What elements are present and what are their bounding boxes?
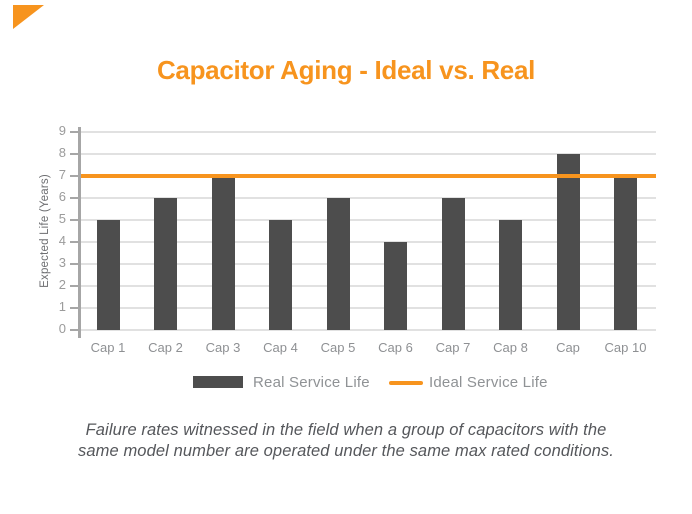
bar-cap-3 <box>211 176 235 330</box>
bar-cap-5 <box>326 198 350 330</box>
bar-cap-6 <box>384 242 407 330</box>
gridline <box>80 307 656 309</box>
bar-chart-plot-area: 0 1 2 3 4 5 6 7 8 9 Cap 1 Cap 2 Cap 3 Cap 4 Cap 5 Cap 6… <box>59 123 656 355</box>
x-category-label: Cap 6 <box>378 340 413 355</box>
bar-cap-8 <box>499 220 522 330</box>
gridline <box>80 197 656 199</box>
caption-line-1: Failure rates witnessed in the field whe… <box>85 421 607 439</box>
y-tick-label: 5 <box>58 211 66 226</box>
y-tick-mark <box>70 329 79 331</box>
y-tick-mark <box>70 175 79 177</box>
x-category-label: Cap <box>556 340 580 355</box>
y-tick-label: 3 <box>58 255 66 270</box>
y-tick-mark <box>70 153 79 155</box>
bar-cap-1 <box>96 220 120 330</box>
y-tick-mark <box>70 263 79 265</box>
y-tick-mark <box>70 307 79 309</box>
caption: Failure rates witnessed in the field whe… <box>0 420 692 462</box>
x-category-label: Cap 2 <box>148 340 183 355</box>
bar-cap-2 <box>154 198 177 330</box>
y-tick-mark <box>70 241 79 243</box>
x-category-label: Cap 7 <box>435 340 471 355</box>
ideal-series-swatch <box>389 381 423 385</box>
y-tick-label: 0 <box>58 321 66 336</box>
gridline <box>80 285 656 287</box>
gridline <box>80 329 656 331</box>
y-tick-label: 9 <box>58 123 66 138</box>
y-tick-mark <box>70 285 79 287</box>
x-category-label: Cap 5 <box>320 340 356 355</box>
bar-cap-7 <box>441 198 465 330</box>
ideal-service-life-line <box>80 174 656 178</box>
y-tick-label: 8 <box>58 145 66 160</box>
x-category-label: Cap 4 <box>263 340 298 355</box>
gridline <box>80 263 656 265</box>
x-category-label: Cap 8 <box>493 340 528 355</box>
gridline <box>80 219 656 221</box>
ideal-series-label: Ideal Service Life <box>429 374 548 391</box>
caption-line-2: same model number are operated under the… <box>78 442 614 460</box>
y-tick-label: 7 <box>58 167 66 182</box>
bar-cap-4 <box>269 220 292 330</box>
y-tick-label: 2 <box>58 277 66 292</box>
chart-title: Capacitor Aging - Ideal vs. Real <box>156 55 536 85</box>
gridline <box>80 153 656 155</box>
real-series-swatch <box>193 376 243 388</box>
bar-cap <box>556 154 580 330</box>
y-tick-mark <box>70 197 79 199</box>
y-tick-label: 6 <box>58 189 66 204</box>
y-tick-mark <box>70 219 79 221</box>
bar-cap-10 <box>614 178 637 330</box>
y-tick-label: 1 <box>58 299 66 314</box>
y-axis-line <box>78 127 81 338</box>
y-tick-label: 4 <box>58 233 66 248</box>
corner-accent-triangle <box>13 5 44 29</box>
real-series-label: Real Service Life <box>253 374 370 391</box>
x-category-label: Cap 10 <box>604 340 647 355</box>
gridline <box>80 131 656 133</box>
chart-legend: Real Service Life Ideal Service Life <box>0 374 692 394</box>
y-tick-mark <box>70 131 79 133</box>
gridline <box>80 241 656 243</box>
x-category-label: Cap 3 <box>205 340 241 355</box>
x-category-label: Cap 1 <box>90 340 126 355</box>
